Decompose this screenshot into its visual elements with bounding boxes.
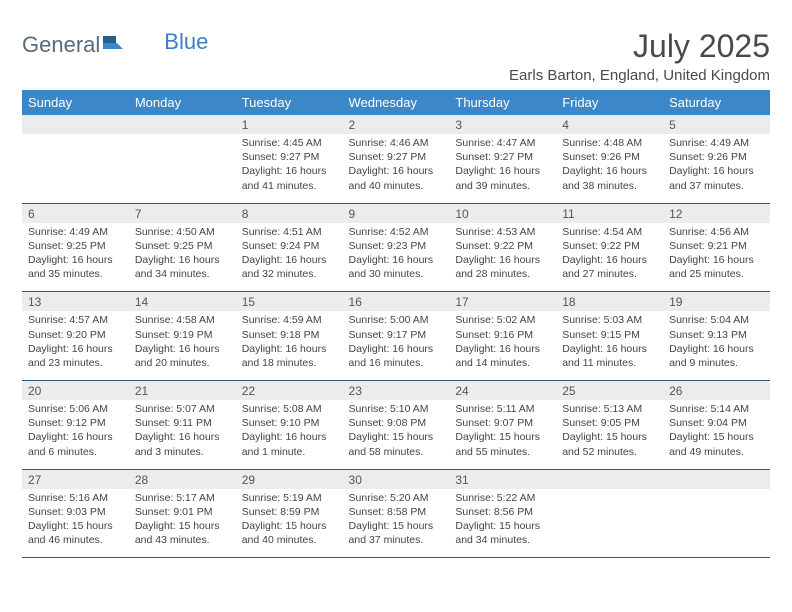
day-cell: Sunrise: 4:53 AMSunset: 9:22 PMDaylight:…: [449, 223, 556, 292]
day-number: 13: [22, 292, 129, 312]
brand-flag-icon: [102, 34, 124, 57]
header: General Blue July 2025 Earls Barton, Eng…: [22, 28, 770, 84]
week-data-row: Sunrise: 5:16 AMSunset: 9:03 PMDaylight:…: [22, 489, 770, 558]
day-cell: Sunrise: 5:13 AMSunset: 9:05 PMDaylight:…: [556, 400, 663, 469]
day-number: 30: [343, 469, 450, 489]
location-label: Earls Barton, England, United Kingdom: [509, 67, 770, 84]
day-number: 11: [556, 203, 663, 223]
day-number: 3: [449, 115, 556, 134]
week-num-row: 6789101112: [22, 203, 770, 223]
day-cell: Sunrise: 5:17 AMSunset: 9:01 PMDaylight:…: [129, 489, 236, 558]
week-data-row: Sunrise: 5:06 AMSunset: 9:12 PMDaylight:…: [22, 400, 770, 469]
day-header: Tuesday: [236, 90, 343, 115]
week-data-row: Sunrise: 4:57 AMSunset: 9:20 PMDaylight:…: [22, 311, 770, 380]
day-number: [663, 469, 770, 489]
day-number: 27: [22, 469, 129, 489]
day-number: 9: [343, 203, 450, 223]
day-cell: Sunrise: 5:08 AMSunset: 9:10 PMDaylight:…: [236, 400, 343, 469]
day-number: 12: [663, 203, 770, 223]
day-cell: [556, 489, 663, 558]
day-header: Sunday: [22, 90, 129, 115]
day-cell: Sunrise: 4:46 AMSunset: 9:27 PMDaylight:…: [343, 134, 450, 203]
week-num-row: 20212223242526: [22, 381, 770, 401]
day-number: 4: [556, 115, 663, 134]
day-number: 26: [663, 381, 770, 401]
day-number: 19: [663, 292, 770, 312]
brand-part1: General: [22, 32, 100, 58]
day-cell: Sunrise: 5:02 AMSunset: 9:16 PMDaylight:…: [449, 311, 556, 380]
day-number: 5: [663, 115, 770, 134]
day-number: 15: [236, 292, 343, 312]
day-cell: Sunrise: 4:57 AMSunset: 9:20 PMDaylight:…: [22, 311, 129, 380]
day-number: [556, 469, 663, 489]
day-number: 8: [236, 203, 343, 223]
day-number: 29: [236, 469, 343, 489]
day-cell: Sunrise: 5:06 AMSunset: 9:12 PMDaylight:…: [22, 400, 129, 469]
day-number: 14: [129, 292, 236, 312]
day-cell: Sunrise: 4:58 AMSunset: 9:19 PMDaylight:…: [129, 311, 236, 380]
day-number: 28: [129, 469, 236, 489]
day-cell: Sunrise: 5:10 AMSunset: 9:08 PMDaylight:…: [343, 400, 450, 469]
day-number: [22, 115, 129, 134]
day-number: 1: [236, 115, 343, 134]
day-cell: Sunrise: 4:45 AMSunset: 9:27 PMDaylight:…: [236, 134, 343, 203]
day-cell: Sunrise: 5:14 AMSunset: 9:04 PMDaylight:…: [663, 400, 770, 469]
day-header: Saturday: [663, 90, 770, 115]
week-num-row: 13141516171819: [22, 292, 770, 312]
day-number: 18: [556, 292, 663, 312]
day-header: Thursday: [449, 90, 556, 115]
day-number: 31: [449, 469, 556, 489]
title-block: July 2025 Earls Barton, England, United …: [509, 28, 770, 84]
day-number: 25: [556, 381, 663, 401]
day-number: 17: [449, 292, 556, 312]
day-cell: Sunrise: 5:19 AMSunset: 8:59 PMDaylight:…: [236, 489, 343, 558]
day-header-row: SundayMondayTuesdayWednesdayThursdayFrid…: [22, 90, 770, 115]
day-number: 16: [343, 292, 450, 312]
day-cell: Sunrise: 5:20 AMSunset: 8:58 PMDaylight:…: [343, 489, 450, 558]
day-cell: Sunrise: 5:00 AMSunset: 9:17 PMDaylight:…: [343, 311, 450, 380]
day-header: Friday: [556, 90, 663, 115]
day-number: 24: [449, 381, 556, 401]
day-number: [129, 115, 236, 134]
brand-logo: General Blue: [22, 32, 208, 58]
week-data-row: Sunrise: 4:45 AMSunset: 9:27 PMDaylight:…: [22, 134, 770, 203]
day-cell: Sunrise: 4:49 AMSunset: 9:26 PMDaylight:…: [663, 134, 770, 203]
day-number: 6: [22, 203, 129, 223]
day-cell: Sunrise: 5:03 AMSunset: 9:15 PMDaylight:…: [556, 311, 663, 380]
day-number: 22: [236, 381, 343, 401]
day-number: 23: [343, 381, 450, 401]
day-number: 21: [129, 381, 236, 401]
day-cell: Sunrise: 4:56 AMSunset: 9:21 PMDaylight:…: [663, 223, 770, 292]
day-cell: Sunrise: 5:22 AMSunset: 8:56 PMDaylight:…: [449, 489, 556, 558]
day-cell: Sunrise: 5:11 AMSunset: 9:07 PMDaylight:…: [449, 400, 556, 469]
day-cell: Sunrise: 4:47 AMSunset: 9:27 PMDaylight:…: [449, 134, 556, 203]
day-header: Wednesday: [343, 90, 450, 115]
day-cell: Sunrise: 5:07 AMSunset: 9:11 PMDaylight:…: [129, 400, 236, 469]
day-cell: Sunrise: 4:49 AMSunset: 9:25 PMDaylight:…: [22, 223, 129, 292]
day-cell: [129, 134, 236, 203]
day-number: 20: [22, 381, 129, 401]
week-num-row: 12345: [22, 115, 770, 134]
day-cell: Sunrise: 4:59 AMSunset: 9:18 PMDaylight:…: [236, 311, 343, 380]
day-number: 7: [129, 203, 236, 223]
day-cell: Sunrise: 4:52 AMSunset: 9:23 PMDaylight:…: [343, 223, 450, 292]
day-cell: [663, 489, 770, 558]
brand-part2: Blue: [164, 29, 208, 55]
day-header: Monday: [129, 90, 236, 115]
day-number: 2: [343, 115, 450, 134]
day-number: 10: [449, 203, 556, 223]
month-title: July 2025: [509, 28, 770, 65]
calendar-table: SundayMondayTuesdayWednesdayThursdayFrid…: [22, 90, 770, 558]
day-cell: Sunrise: 5:04 AMSunset: 9:13 PMDaylight:…: [663, 311, 770, 380]
week-data-row: Sunrise: 4:49 AMSunset: 9:25 PMDaylight:…: [22, 223, 770, 292]
day-cell: Sunrise: 4:51 AMSunset: 9:24 PMDaylight:…: [236, 223, 343, 292]
day-cell: Sunrise: 4:54 AMSunset: 9:22 PMDaylight:…: [556, 223, 663, 292]
day-cell: Sunrise: 4:50 AMSunset: 9:25 PMDaylight:…: [129, 223, 236, 292]
day-cell: Sunrise: 5:16 AMSunset: 9:03 PMDaylight:…: [22, 489, 129, 558]
day-cell: [22, 134, 129, 203]
day-cell: Sunrise: 4:48 AMSunset: 9:26 PMDaylight:…: [556, 134, 663, 203]
week-num-row: 2728293031: [22, 469, 770, 489]
